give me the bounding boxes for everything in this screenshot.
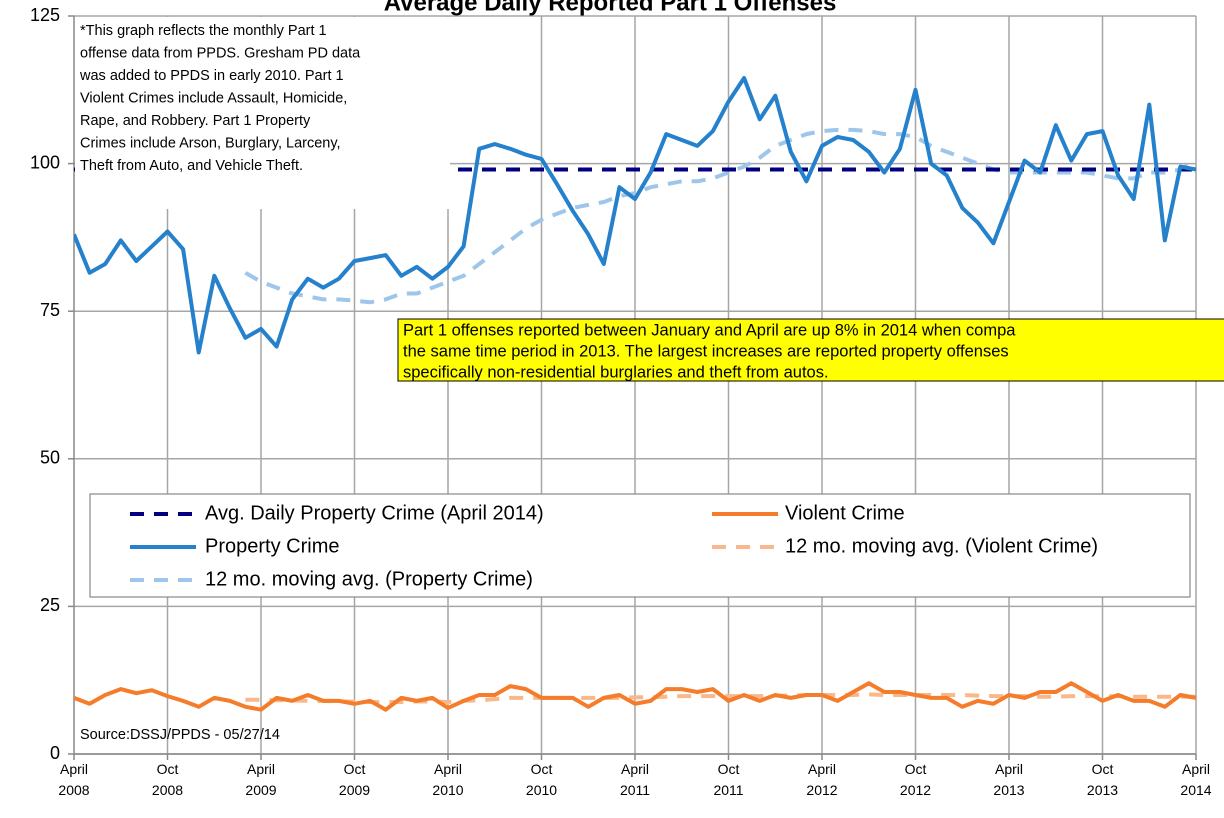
x-tick-label: April 2010 — [432, 761, 463, 798]
x-tick-label: Oct 2009 — [339, 761, 370, 798]
legend-label: Avg. Daily Property Crime (April 2014) — [205, 502, 544, 524]
legend-box — [89, 493, 1191, 598]
x-tick-label: April 2008 — [58, 761, 89, 798]
legend-label: 12 mo. moving avg. (Property Crime) — [205, 568, 533, 590]
note-text: Violent Crimes include Assault, Homicide… — [80, 90, 347, 106]
callout-text: Part 1 offenses reported between January… — [403, 321, 1016, 339]
x-tick-label: Oct 2011 — [713, 761, 743, 798]
callout-box — [397, 318, 1224, 382]
note-text: Rape, and Robbery. Part 1 Property — [80, 113, 311, 129]
y-tick-label: 125 — [30, 5, 60, 25]
x-tick-label: Oct 2012 — [900, 761, 931, 798]
plot-lines — [74, 76, 1197, 712]
x-tick-label: April 2013 — [993, 761, 1024, 798]
source: Source:DSSJ/PPDS - 05/27/14 — [80, 727, 280, 743]
x-tick-label: April 2012 — [806, 761, 837, 798]
note-text: offense data from PPDS. Gresham PD data — [80, 45, 361, 61]
series-line — [74, 681, 1197, 712]
series-line — [74, 76, 1197, 355]
y-tick-label: 0 — [50, 743, 60, 763]
y-tick-label: 100 — [30, 152, 60, 172]
y-tick-label: 75 — [40, 300, 60, 320]
x-tick-label: Oct 2010 — [526, 761, 557, 798]
chart-title: Average Daily Reported Part 1 Offenses — [384, 0, 837, 16]
callout: Part 1 offenses reported between January… — [397, 318, 1224, 382]
overlays: *This graph reflects the monthly Part 1 o… — [75, 17, 1224, 743]
legend-label: 12 mo. moving avg. (Violent Crime) — [785, 535, 1098, 557]
note-text: was added to PPDS in early 2010. Part 1 — [79, 68, 344, 84]
note-text: Theft from Auto, and Vehicle Theft. — [80, 158, 303, 174]
legend-label: Violent Crime — [785, 502, 905, 524]
callout-text: specifically non-residential burglaries … — [403, 363, 829, 381]
x-tick-label: Oct 2008 — [152, 761, 183, 798]
note-text: Crimes include Arson, Burglary, Larceny, — [80, 135, 341, 151]
series-line — [245, 692, 1196, 704]
y-tick-label: 50 — [40, 448, 60, 468]
x-tick-label: April 2014 — [1180, 761, 1211, 798]
x-tick-label: April 2009 — [245, 761, 276, 798]
callout-text: the same time period in 2013. The larges… — [403, 342, 1009, 360]
note-text: *This graph reflects the monthly Part 1 — [80, 23, 327, 39]
note-box — [75, 17, 450, 209]
y-tick-label: 25 — [40, 595, 60, 615]
x-tick-label: Oct 2013 — [1087, 761, 1118, 798]
x-tick-label: April 2011 — [620, 761, 650, 798]
legend-label: Property Crime — [205, 535, 339, 557]
